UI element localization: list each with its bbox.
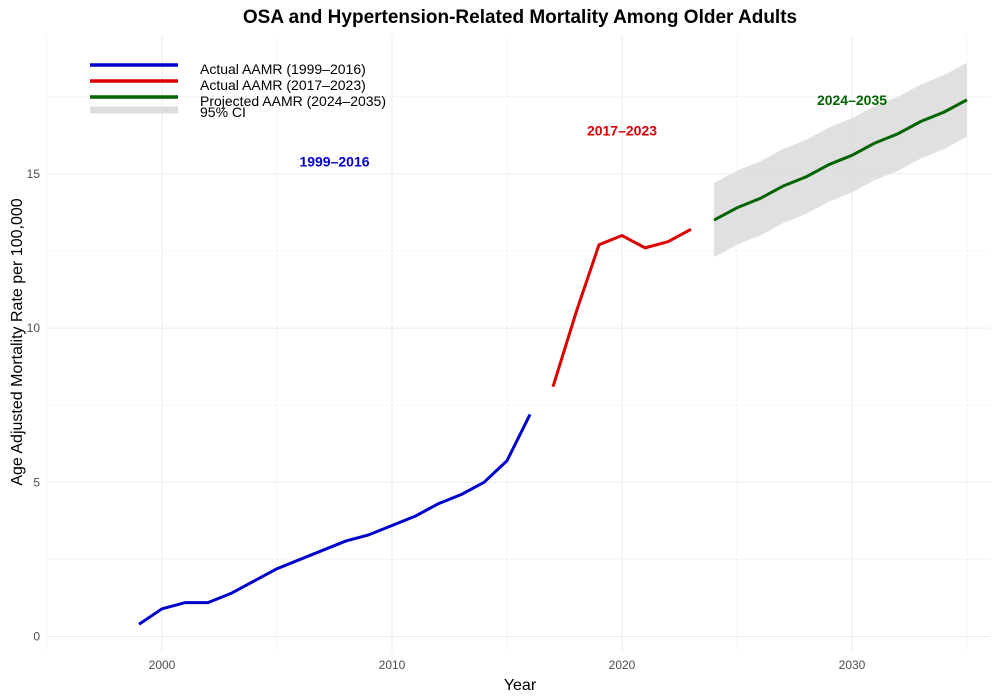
tick-labels-group: 2000 2010 2020 2030 0 5 10 15 xyxy=(27,167,866,672)
y-tick-label: 15 xyxy=(27,167,41,181)
x-tick-label: 2020 xyxy=(609,658,636,672)
chart-title: OSA and Hypertension-Related Mortality A… xyxy=(243,7,797,28)
legend-label-3: Projected AAMR (2024–2035) xyxy=(200,93,386,109)
series-lines-group xyxy=(138,98,968,626)
period-annotation: 2017–2023 xyxy=(587,123,657,139)
legend-label-1: Actual AAMR (1999–2016) xyxy=(200,61,366,77)
legend-label-ci: 95% CI xyxy=(200,104,246,120)
annotations-group: 1999–2016 2017–2023 2024–2035 xyxy=(299,92,887,170)
y-axis-label: Age Adjusted Mortality Rate per 100,000 xyxy=(9,198,26,485)
x-tick-label: 2000 xyxy=(149,658,176,672)
x-axis-label: Year xyxy=(504,677,537,694)
y-tick-label: 5 xyxy=(33,475,40,489)
series-line-1 xyxy=(138,413,532,626)
x-tick-label: 2010 xyxy=(379,658,406,672)
period-annotation: 2024–2035 xyxy=(817,92,887,108)
x-tick-label: 2030 xyxy=(839,658,866,672)
series-line-2 xyxy=(551,228,692,388)
series-line-3 xyxy=(713,98,968,222)
y-tick-label: 10 xyxy=(27,321,41,335)
legend: Actual AAMR (1999–2016)Actual AAMR (2017… xyxy=(90,61,386,120)
y-tick-label: 0 xyxy=(33,630,40,644)
legend-label-2: Actual AAMR (2017–2023) xyxy=(200,77,366,93)
period-annotation: 1999–2016 xyxy=(299,153,369,169)
